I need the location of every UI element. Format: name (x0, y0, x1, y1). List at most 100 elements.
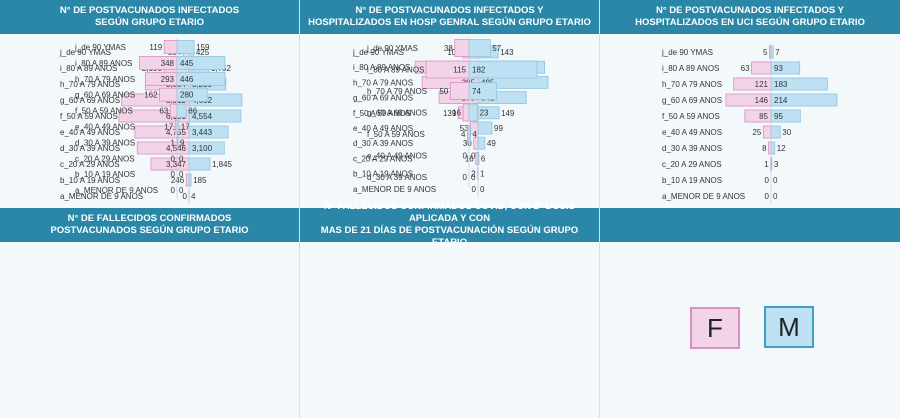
category-label: a_MENOR DE 9 ANOS (60, 192, 143, 201)
value-label-male: 159 (196, 43, 210, 52)
category-label: i_80 A 89 ANOS (662, 64, 719, 73)
value-label-female: 0 (472, 185, 477, 194)
category-label: j_de 90 YMAS (661, 48, 713, 57)
panel-header: N° DE POSTVACUNADOS INFECTADOS Y HOSPITAL… (600, 0, 900, 34)
category-label: h_70 A 79 ANOS (662, 80, 722, 89)
value-label-male: 280 (180, 91, 194, 100)
category-label: j_de 90 YMAS (352, 48, 404, 57)
value-label-male: 4,554 (192, 112, 213, 121)
value-label-female: 25 (752, 128, 761, 137)
bar-male (176, 40, 195, 54)
value-label-male: 12 (777, 144, 786, 153)
value-label-male: 425 (196, 48, 210, 57)
value-label-male: 6 (481, 154, 486, 163)
value-label-female: 63 (741, 64, 750, 73)
bar-male (477, 136, 486, 150)
value-label-female: 3,347 (166, 160, 187, 169)
value-label-male: 0 (471, 173, 476, 182)
category-label: j_de 90 YMAS (74, 43, 126, 52)
value-label-female: 4 (461, 130, 466, 139)
category-label: f_50 A 59 ANOS (662, 112, 720, 121)
value-label-female: 8 (762, 144, 767, 153)
value-label-female: 85 (759, 112, 768, 121)
value-label-male: 0 (179, 154, 184, 163)
value-label-male: 0 (773, 192, 778, 201)
pyramid-chart-deaths: j_de 90 YMAS 119 159 i_80 A 89 ANOS 348 445 h_… (74, 38, 226, 199)
category-label: b_10 A 19 ANOS (75, 170, 135, 179)
panel-title-line1: N° DE POSTVACUNADOS INFECTADOS Y (655, 5, 844, 16)
category-label: a_MENOR DE 9 ANOS (662, 192, 745, 201)
category-label: j_de 90 YMAS (366, 44, 418, 53)
category-label: e_40 A 49 ANOS (367, 152, 427, 161)
category-label: i_80 A 89 ANOS (367, 66, 424, 75)
category-label: e_40 A 49 ANOS (662, 128, 722, 137)
value-label-female: 38 (444, 44, 453, 53)
panel-legend: F M (600, 208, 900, 418)
value-label-male: 185 (193, 176, 207, 185)
value-label-male: 214 (774, 96, 788, 105)
value-label-male: 95 (774, 112, 783, 121)
value-label-male: 3 (774, 160, 779, 169)
value-label-male: 0 (773, 176, 778, 185)
value-label-male: 183 (774, 80, 788, 89)
bar-male (468, 103, 478, 122)
legend-female: F (690, 307, 740, 349)
panel-deaths: N° DE FALLECIDOS CONFIRMADOS POSTVACUNADO… (0, 208, 300, 418)
bar-female (185, 173, 190, 187)
category-label: b_10 A 19 ANOS (60, 176, 120, 185)
value-label-male: 0 (471, 152, 476, 161)
panel-title-line1: N° FALLECIDOS CONFIRMADOS COVID, CON 2° … (324, 201, 575, 224)
category-label: g_60 A 69 ANOS (662, 96, 722, 105)
value-label-female: 0 (765, 176, 770, 185)
category-label: c_20 A 29 ANOS (60, 160, 120, 169)
category-label: e_40 A 49 ANOS (60, 128, 120, 137)
bar-female (462, 103, 470, 122)
value-label-female: 348 (161, 59, 175, 68)
value-label-female: 2 (471, 170, 476, 179)
bar-male (188, 157, 211, 171)
category-label: g_60 A 69 ANOS (60, 96, 120, 105)
category-label: f_50 A 59 ANOS (367, 130, 425, 139)
panel-title-line1: N° DE POSTVACUNADOS INFECTADOS Y (355, 5, 544, 16)
category-label: i_80 A 89 ANOS (353, 63, 410, 72)
value-label-female: 1 (170, 138, 175, 147)
legend-male-label: M (778, 311, 800, 342)
bar-male (188, 173, 192, 187)
value-label-male: 1,845 (212, 160, 233, 169)
value-label-male: 99 (494, 124, 503, 133)
category-label: b_10 A 19 ANOS (353, 170, 413, 179)
value-label-female: 0 (463, 152, 468, 161)
panel-header: N° DE FALLECIDOS CONFIRMADOS POSTVACUNADO… (0, 208, 299, 242)
bar-female (751, 61, 772, 75)
value-label-male: 445 (180, 59, 194, 68)
legend-female-label: F (707, 312, 723, 343)
value-label-male: 0 (179, 186, 184, 195)
category-label: g_60 A 69 ANOS (353, 94, 413, 103)
value-label-female: 50 (439, 87, 448, 96)
bar-female (762, 125, 772, 139)
category-label: e_40 A 49 ANOS (75, 123, 135, 132)
value-label-male: 143 (500, 48, 514, 57)
value-label-female: 119 (149, 43, 162, 52)
value-label-female: 246 (171, 176, 185, 185)
category-label: h_70 A 79 ANOS (367, 87, 427, 96)
value-label-female: 115 (453, 66, 466, 75)
value-label-male: 182 (472, 66, 486, 75)
value-label-male: 149 (501, 109, 515, 118)
value-label-female: 0 (183, 192, 188, 201)
value-label-female: 30 (463, 139, 472, 148)
category-label: d_30 A 39 ANOS (60, 144, 120, 153)
category-label: d_30 A 39 ANOS (353, 139, 413, 148)
bar-male (468, 39, 491, 57)
value-label-female: 1 (764, 160, 769, 169)
category-label: e_40 A 49 ANOS (353, 124, 413, 133)
bar-female (159, 87, 178, 102)
legend-male: M (764, 306, 814, 348)
category-label: d_30 A 39 ANOS (75, 138, 135, 147)
panel-title-line2: HOSPITALIZADOS EN HOSP GENRAL SEGÚN GRUP… (308, 17, 591, 28)
category-label: f_50 A 59 ANOS (75, 107, 133, 116)
value-label-female: 16 (465, 154, 474, 163)
pyramid-chart-uci: j_de 90 YMAS 5 7 i_80 A 89 ANOS 63 93 h_70 A 7… (661, 44, 838, 204)
value-label-female: 0 (463, 173, 468, 182)
